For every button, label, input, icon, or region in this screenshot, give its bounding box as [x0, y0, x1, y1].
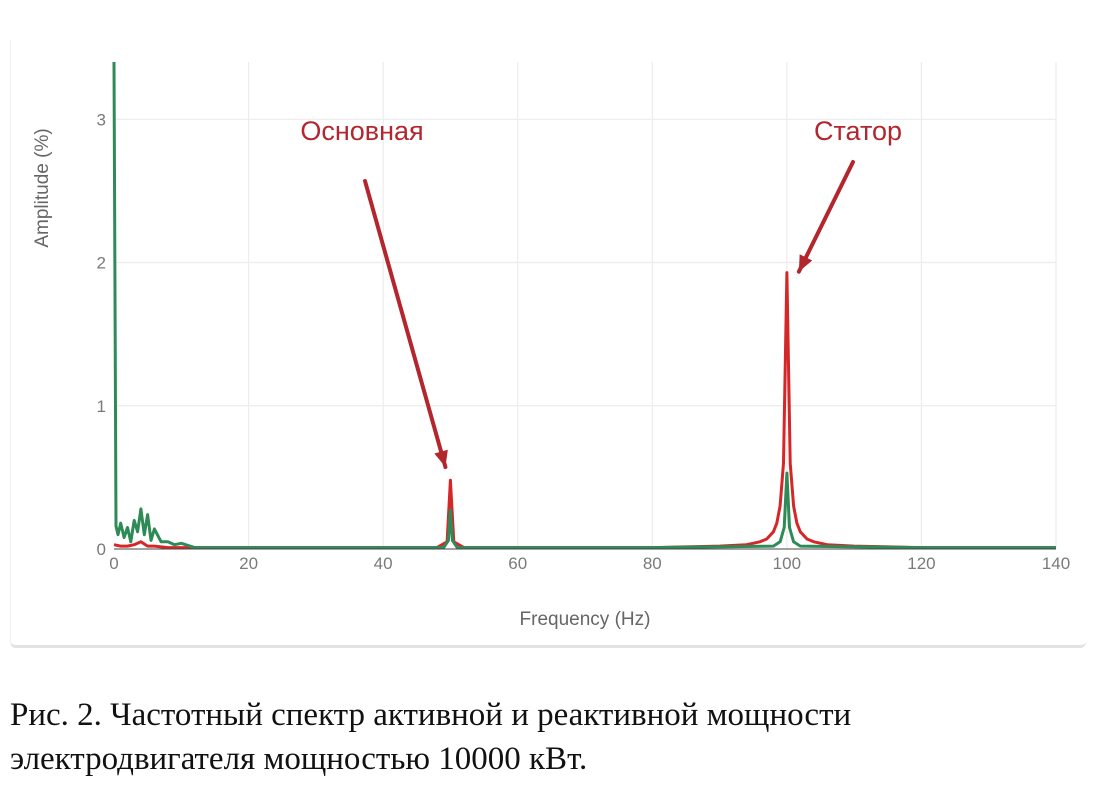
x-tick-label: 100: [773, 554, 801, 573]
caption-line-1: Рис. 2. Частотный спектр активной и реак…: [10, 697, 852, 733]
x-tick-label: 80: [643, 554, 662, 573]
y-tick-label: 0: [97, 540, 106, 559]
series-line-red: [113, 271, 1056, 550]
y-tick-label: 1: [97, 397, 106, 416]
axes: 0 20 40 60 80 100 120 140 0 1 2 3 Frequency (Hz) Ampl…: [32, 110, 1070, 630]
x-tick-label: 140: [1042, 554, 1070, 573]
y-tick-label: 3: [97, 110, 106, 129]
x-tick-label: 60: [508, 554, 527, 573]
spectrum-chart: 0 20 40 60 80 100 120 140 0 1 2 3 Frequency (Hz) Ampl…: [32, 61, 1070, 630]
figure-caption: Рис. 2. Частотный спектр активной и реак…: [10, 693, 1090, 781]
annotation-arrow-head: [798, 254, 813, 272]
x-tick-label: 40: [374, 554, 393, 573]
y-tick-label: 2: [97, 254, 106, 273]
series-line-green: [112, 61, 1056, 550]
series-layer: [112, 61, 1056, 550]
grid: [114, 62, 1057, 549]
annotation-label: Статор: [814, 116, 902, 146]
y-axis-title: Amplitude (%): [32, 128, 53, 247]
caption-line-2: электродвигателя мощностью 10000 кВт.: [10, 741, 588, 777]
x-tick-label: 20: [239, 554, 258, 573]
annotation-arrow-head: [434, 449, 448, 468]
x-tick-label: 0: [109, 554, 118, 573]
annotations: Основная Статор: [300, 116, 902, 470]
annotation-arrow-shaft: [796, 160, 855, 274]
annotation-arrow-shaft: [363, 179, 448, 470]
annotation-label: Основная: [300, 116, 423, 146]
x-tick-label: 120: [907, 554, 935, 573]
x-axis-title: Frequency (Hz): [520, 609, 651, 630]
